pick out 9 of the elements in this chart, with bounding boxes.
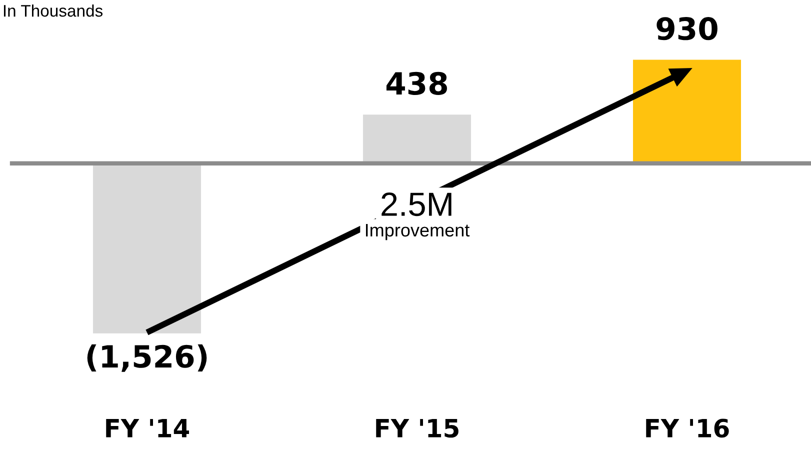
data-label: 930 [656, 17, 718, 40]
x-tick-label: FY '14 [106, 419, 190, 438]
x-tick-label: FY '15 [376, 419, 458, 438]
annotation: 2.5M [382, 192, 452, 216]
chart-subtitle: In Thousands [4, 4, 103, 17]
x-tick-label: FY '16 [646, 418, 729, 438]
data-label: (1,526) [87, 344, 207, 372]
data-label: 438 [386, 72, 447, 95]
annotation: Improvement [366, 224, 470, 240]
